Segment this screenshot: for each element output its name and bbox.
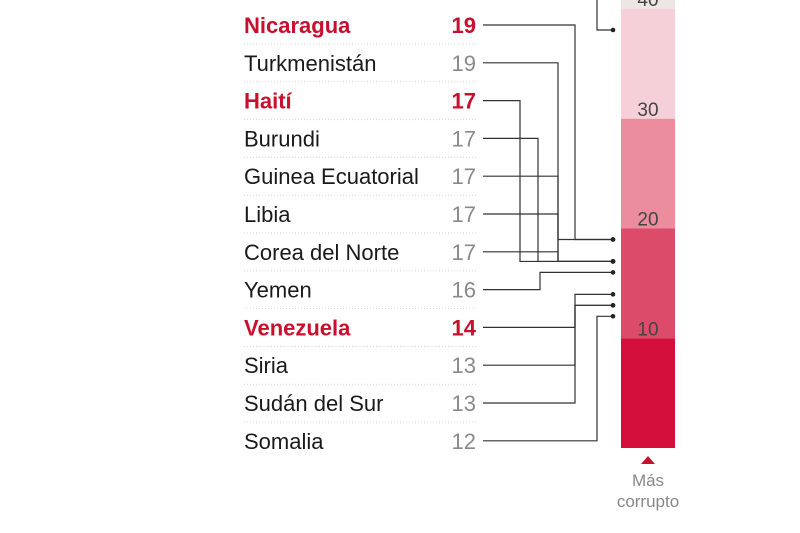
score-label: 17: [452, 240, 476, 265]
scale-footer-line1: Más: [632, 471, 664, 490]
leader-line: [483, 137, 613, 263]
leader-line: [483, 62, 613, 241]
leader-dot: [610, 270, 616, 275]
leader-line-offscreen: [596, 0, 613, 31]
country-label: Somalia: [244, 429, 324, 454]
leader-line: [483, 100, 613, 263]
country-label: Haití: [244, 89, 293, 114]
leader-line: [483, 24, 613, 241]
leader-line: [483, 213, 613, 263]
score-label: 17: [452, 202, 476, 227]
scale-band-3: [621, 228, 675, 339]
scale-band-0: [621, 0, 675, 9]
country-label: Sudán del Sur: [244, 391, 383, 416]
score-label: 16: [452, 278, 476, 303]
country-label: Libia: [244, 202, 291, 227]
score-label: 13: [452, 391, 476, 416]
leader-line: [483, 293, 613, 328]
leader-dot: [610, 314, 616, 319]
leader-line: [483, 271, 613, 291]
leader-line: [483, 304, 613, 366]
country-label: Siria: [244, 353, 289, 378]
country-label: Nicaragua: [244, 13, 351, 38]
more-corrupt-arrow-icon: [641, 456, 655, 464]
scale-band-4: [621, 338, 675, 448]
scale-band-2: [621, 118, 675, 229]
leader-line: [483, 315, 613, 442]
leader-line: [483, 251, 613, 263]
scale-band-1: [621, 9, 675, 119]
score-label: 19: [452, 13, 476, 38]
scale-tick-label: 30: [637, 100, 658, 121]
leader-line: [483, 175, 613, 263]
score-label: 19: [452, 51, 476, 76]
leader-line: [483, 304, 613, 404]
leader-dot: [610, 237, 616, 242]
score-label: 14: [452, 315, 477, 340]
score-label: 13: [452, 353, 476, 378]
scale-tick-label: 10: [637, 319, 658, 340]
country-label: Guinea Ecuatorial: [244, 164, 419, 189]
leader-dot: [610, 259, 616, 264]
score-label: 17: [452, 164, 476, 189]
score-label: 17: [452, 126, 476, 151]
leader-dot: [610, 27, 616, 33]
score-label: 12: [452, 429, 476, 454]
country-label: Yemen: [244, 278, 312, 303]
score-label: 17: [452, 89, 476, 114]
country-label: Corea del Norte: [244, 240, 399, 265]
scale-tick-label: 20: [637, 210, 658, 231]
leader-dot: [610, 292, 616, 297]
scale-footer-line2: corrupto: [617, 492, 679, 511]
leader-dot: [610, 303, 616, 308]
country-label: Turkmenistán: [244, 51, 376, 76]
scale-tick-label: 40: [637, 0, 658, 11]
country-label: Burundi: [244, 126, 320, 151]
country-label: Venezuela: [244, 315, 351, 340]
